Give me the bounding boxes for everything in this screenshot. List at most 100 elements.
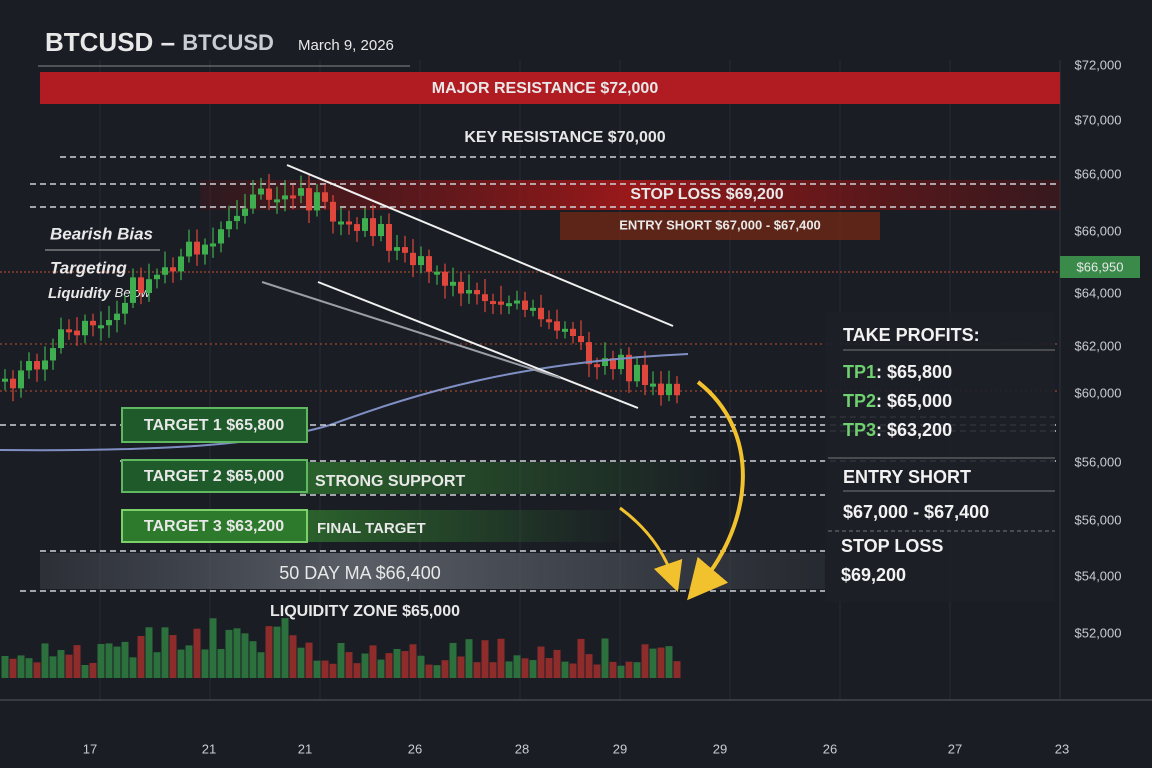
price-label: $64,000 [1075,285,1122,300]
symbol: BTCUSD [45,27,153,57]
volume-bar [657,647,665,678]
candle [106,320,112,326]
candle [26,361,32,371]
volume-bar [585,654,593,678]
candle [482,294,488,302]
entry-band [560,212,880,240]
candle [658,383,664,396]
title: BTCUSD – BTCUSD [45,27,274,57]
volume-bar [25,658,33,678]
price-label: $66,000 [1075,166,1122,181]
candle [642,364,648,385]
candle [378,223,384,237]
tp-label: TP3 [843,420,876,440]
candle [650,383,656,387]
channel-line [286,164,674,327]
candle [586,342,592,365]
target3: TARGET 3 $63,200 [144,518,284,535]
candle [442,271,448,286]
date-label: 21 [202,741,216,756]
candle [34,361,40,370]
candle [234,215,240,222]
candle [218,229,224,244]
candle [514,300,520,304]
date: March 9, 2026 [298,37,394,54]
volume-bar [561,661,569,678]
candle [426,256,432,272]
volume-bar [577,638,585,678]
volume-bar [553,649,561,678]
volume-bar [169,635,177,678]
date-label: 17 [83,741,97,756]
candle [170,267,176,272]
candle [162,267,168,275]
tp-item: TP3: $63,200 [843,420,952,440]
volume-bar [185,645,193,678]
volume-bar [537,646,545,678]
candle [306,188,312,211]
volume-bar [465,639,473,678]
candle [570,328,576,337]
candle [98,325,104,329]
volume-bar [409,644,417,678]
candle [194,241,200,255]
volume-bar [617,665,625,678]
liquidity-zone: LIQUIDITY ZONE $65,000 [270,603,460,620]
candle [266,188,272,200]
stop-title: STOP LOSS [841,536,943,556]
volume-bar [1,655,9,678]
candle [146,279,152,293]
entry-short: ENTRY SHORT $67,000 - $67,400 [619,217,821,232]
volume-bar [41,643,49,678]
tp-item: TP1: $65,800 [843,362,952,382]
candle [82,320,88,336]
volume-bar [665,646,673,678]
candle [90,320,96,326]
volume-bar [217,648,225,678]
candle [458,281,464,294]
target3-box [121,509,308,543]
volume-bar [489,662,497,678]
volume-bar [433,665,441,678]
volume-bar [305,642,313,678]
final-band [300,510,630,542]
volume-bar [425,664,433,678]
candle [618,354,624,370]
volume-bar [505,661,513,678]
targeting: Targeting [50,258,127,277]
target2: TARGET 2 $65,000 [144,468,284,485]
volume-bar [209,618,217,678]
volume-bar [353,663,361,678]
volume-bar [401,651,409,678]
candle [10,378,16,389]
candle [322,192,328,202]
volume-bar [593,664,601,678]
volume-bar [377,659,385,678]
volume-bar [249,641,257,678]
candle [386,223,392,251]
volume-bar [113,646,121,678]
tp-price: : $65,000 [876,391,952,411]
candle [202,244,208,255]
candle [466,290,472,294]
volume-bar [417,655,425,678]
major-resistance: MAJOR RESISTANCE $72,000 [432,80,659,97]
candle [546,319,552,323]
volume-bar [273,626,281,678]
candles [2,173,680,406]
stop-loss: STOP LOSS $69,200 [630,186,783,203]
candle [250,194,256,209]
candle [522,300,528,310]
price-label: $54,000 [1075,568,1122,583]
candle [370,218,376,237]
candle [282,195,288,200]
volume-bar [497,638,505,678]
candle [362,218,368,231]
volume-bar [65,654,73,678]
arrow [687,380,745,601]
volume-bar [161,627,169,678]
tp-price: : $63,200 [876,420,952,440]
volume-bar [81,665,89,678]
candle [674,383,680,396]
